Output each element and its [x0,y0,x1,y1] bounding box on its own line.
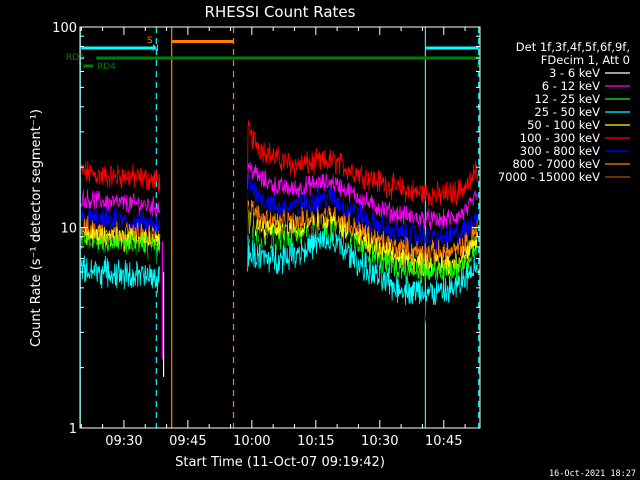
series-line-2-segment-1 [80,189,161,217]
legend: Det 1f,3f,4f,5f,6f,9f, FDecim 1, Att 0 3… [498,40,630,184]
flag-label-rd4: RD4 [97,62,116,72]
legend-label-4: 25 - 50 keV [534,105,600,119]
series-25-50keV [80,227,478,306]
flag-label-s: S [147,36,153,46]
x-tick-label-1045: 10:45 [425,434,462,449]
x-tick-label-1000: 10:00 [233,434,270,449]
series-line-8-segment-1 [80,255,161,293]
y-tick-label-100: 100 [52,21,77,36]
x-tick-label-1015: 10:15 [297,434,334,449]
legend-label-1: 3 - 6 keV [549,66,600,80]
plot-area: SN RD5 RD4 [66,27,481,428]
x-tick-label-0945: 09:45 [169,434,206,449]
x-tick-label-0930: 09:30 [105,434,142,449]
series-100-300keV [80,120,478,207]
x-axis-label: Start Time (11-Oct-07 09:19:42) [175,455,385,470]
footer-date: 16-Oct-2021 18:27 [549,469,636,479]
flag-dot-rd4 [477,64,481,68]
chart-title: RHESSI Count Rates [205,3,356,21]
x-tick-label-1030: 10:30 [361,434,398,449]
y-tick-label-10: 10 [60,222,77,237]
flag-label-rd5: RD5 [66,53,85,63]
series-line-7-segment-1 [80,232,161,288]
flag-label-n: N [152,44,159,54]
legend-label-2: 6 - 12 keV [542,79,600,93]
legend-header-line-1: Det 1f,3f,4f,5f,6f,9f, [516,40,630,54]
legend-label-8: 800 - 7000 keV [512,157,600,171]
series-line-2-segment-2 [247,161,478,230]
series-line-5-segment-1 [80,226,161,255]
legend-label-3: 12 - 25 keV [534,92,600,106]
series-line-6-segment-2 [247,221,478,285]
y-axis-label: Count Rate (s⁻¹ detector segment⁻¹) [29,109,44,347]
legend-label-7: 300 - 800 keV [520,144,600,158]
legend-label-9: 7000 - 15000 keV [498,170,600,184]
y-tick-label-1: 1 [69,422,77,437]
legend-header-line-2: FDecim 1, Att 0 [541,53,630,67]
series-line-8-segment-2 [247,227,478,306]
series-line-1-segment-2 [247,120,478,207]
series-line-3-segment-1 [81,207,161,237]
legend-label-5: 50 - 100 keV [527,118,600,132]
axes: 1 10 100 09:30 09:45 10:00 10:15 10:30 10:45 [52,21,480,449]
legend-label-6: 100 - 300 keV [520,131,600,145]
series-6-12keV [80,161,478,230]
series-line-1-segment-1 [80,160,161,194]
